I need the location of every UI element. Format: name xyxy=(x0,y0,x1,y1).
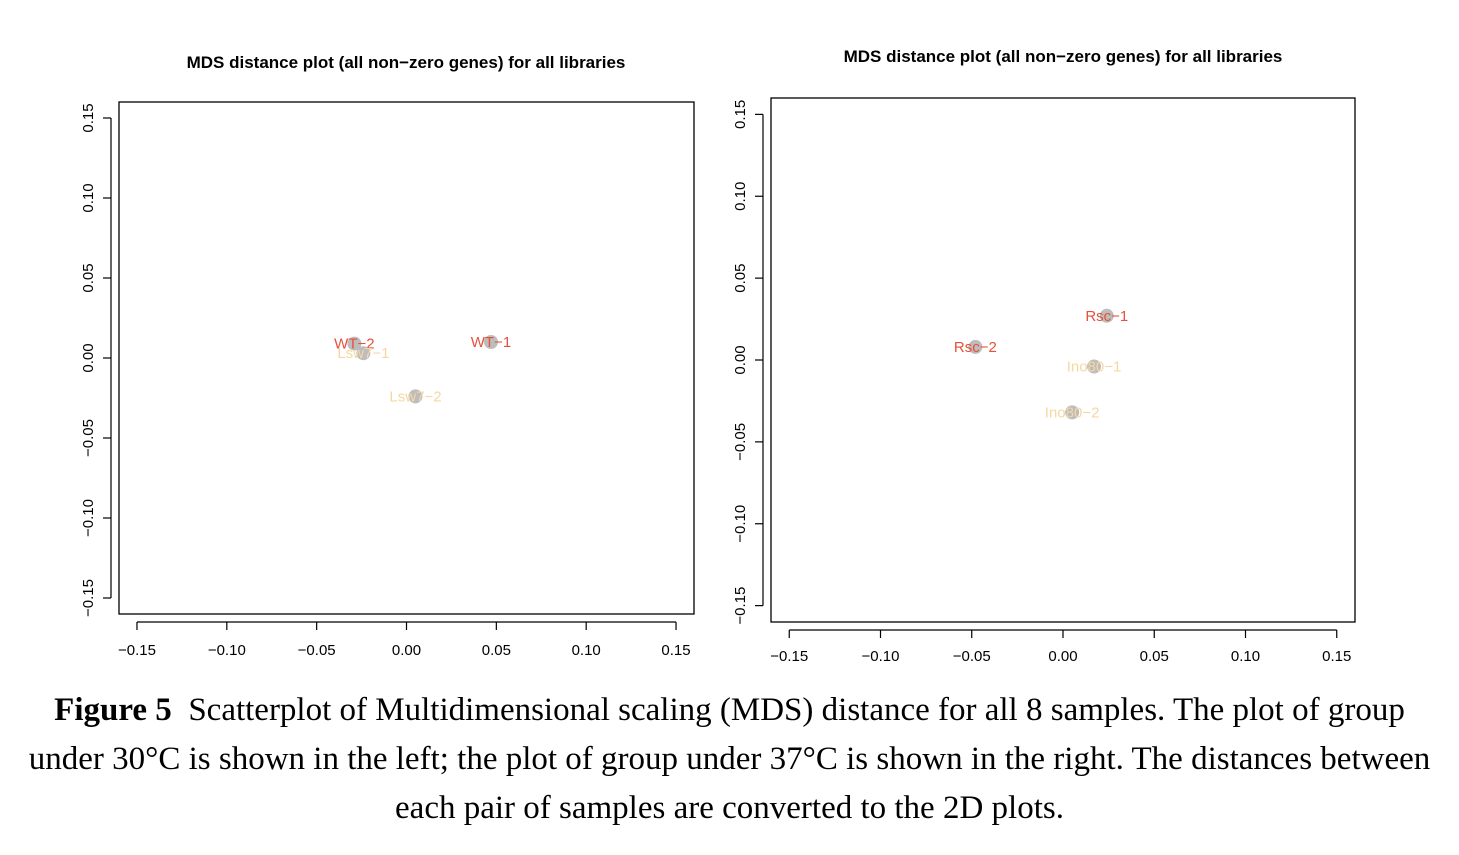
chart-area: MDS distance plot (all non−zero genes) f… xyxy=(80,47,1356,665)
caption-text: Scatterplot of Multidimensional scaling … xyxy=(28,692,1431,826)
x-tick-label: 0.05 xyxy=(482,642,511,659)
x-tick-label: −0.05 xyxy=(953,648,991,665)
mds-plot-left: MDS distance plot (all non−zero genes) f… xyxy=(80,53,695,659)
y-tick-label: 0.15 xyxy=(732,100,749,129)
y-tick-label: −0.15 xyxy=(80,579,97,617)
y-tick-label: −0.05 xyxy=(80,419,97,457)
caption-label: Figure 5 xyxy=(54,692,172,728)
x-tick-label: 0.15 xyxy=(1322,648,1351,665)
y-tick-label: 0.00 xyxy=(80,343,97,372)
x-tick-label: 0.15 xyxy=(661,642,690,659)
plot-frame xyxy=(118,101,695,615)
data-point xyxy=(408,389,423,404)
plot-title: MDS distance plot (all non−zero genes) f… xyxy=(187,53,626,72)
y-tick-label: 0.10 xyxy=(80,183,97,212)
x-tick-label: −0.10 xyxy=(208,642,246,659)
y-tick-label: 0.05 xyxy=(732,264,749,293)
point-label: Rsc−1 xyxy=(1085,308,1128,325)
point-label: Ino80−2 xyxy=(1045,404,1100,421)
data-point xyxy=(968,339,983,354)
plot-title: MDS distance plot (all non−zero genes) f… xyxy=(844,47,1283,66)
data-point xyxy=(1065,405,1080,420)
x-tick-label: 0.10 xyxy=(572,642,601,659)
x-tick-label: −0.15 xyxy=(770,648,808,665)
data-point xyxy=(356,346,371,361)
x-tick-label: −0.05 xyxy=(298,642,336,659)
data-point xyxy=(347,336,362,351)
y-tick-label: 0.10 xyxy=(732,182,749,211)
x-tick-label: −0.15 xyxy=(118,642,156,659)
point-label: Lsw7−1 xyxy=(337,345,389,362)
y-tick-label: −0.10 xyxy=(80,499,97,537)
plot-frame xyxy=(770,97,1356,623)
y-tick-label: 0.05 xyxy=(80,263,97,292)
y-tick-label: 0.00 xyxy=(732,345,749,374)
point-label: WT−1 xyxy=(471,334,511,351)
x-tick-label: 0.00 xyxy=(392,642,421,659)
data-point xyxy=(1087,359,1102,374)
x-tick-label: 0.05 xyxy=(1140,648,1169,665)
y-tick-label: 0.15 xyxy=(80,103,97,132)
point-label: Lsw7−2 xyxy=(389,388,441,405)
figure-caption: Figure 5 Scatterplot of Multidimensional… xyxy=(20,686,1439,833)
mds-plot-right: MDS distance plot (all non−zero genes) f… xyxy=(732,47,1356,665)
y-tick-label: −0.05 xyxy=(732,423,749,461)
data-point xyxy=(483,335,498,349)
y-tick-label: −0.15 xyxy=(732,587,749,625)
y-tick-label: −0.10 xyxy=(732,505,749,543)
charts-svg: MDS distance plot (all non−zero genes) f… xyxy=(80,47,1356,665)
x-tick-label: 0.00 xyxy=(1048,648,1077,665)
data-point xyxy=(1099,308,1114,323)
point-label: Rsc−2 xyxy=(954,339,997,356)
point-label: Ino80−1 xyxy=(1067,359,1122,376)
x-tick-label: 0.10 xyxy=(1231,648,1260,665)
x-tick-label: −0.10 xyxy=(862,648,900,665)
